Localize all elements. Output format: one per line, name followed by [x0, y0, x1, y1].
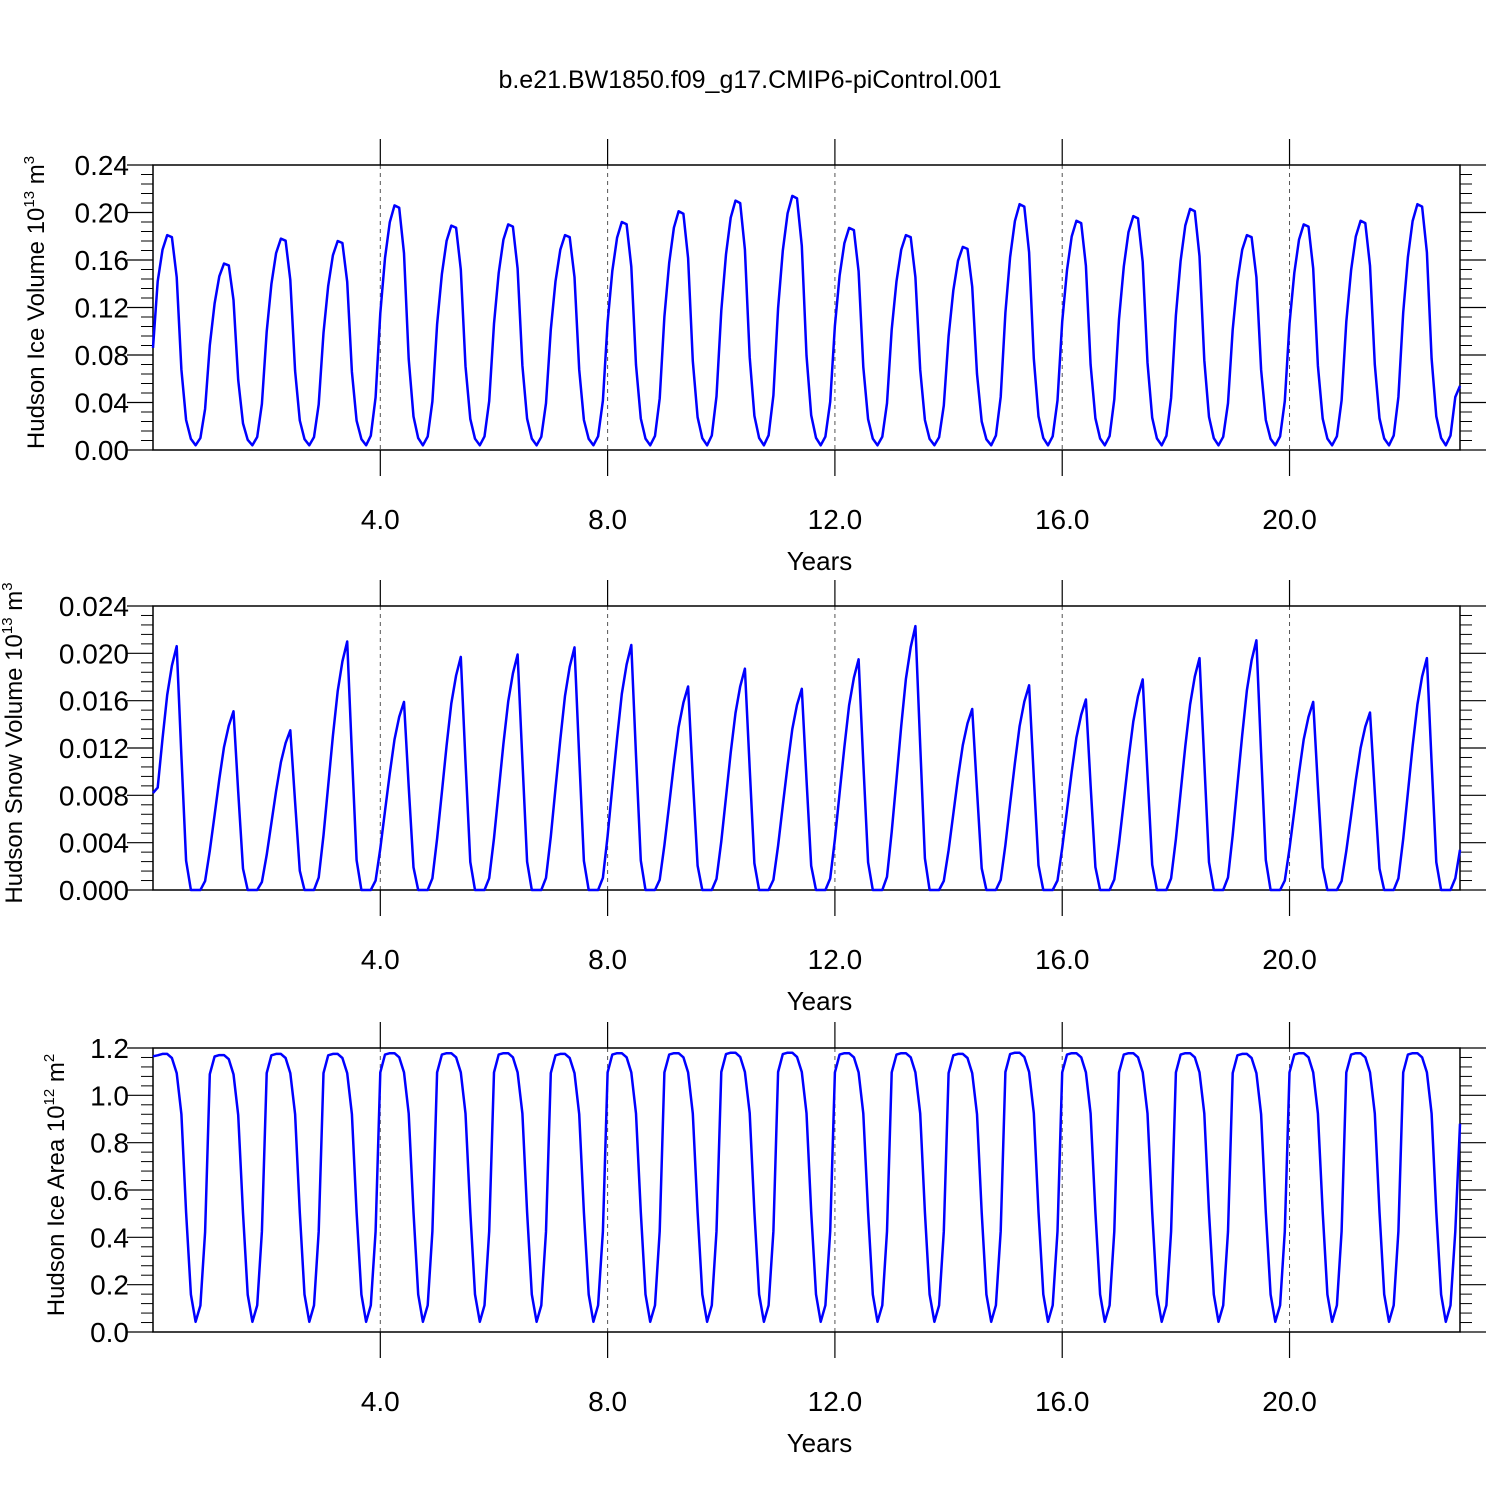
panel-2-frame: [152, 605, 1461, 891]
panel-3-xlabel: Years: [787, 1428, 853, 1458]
panel-1-xtick-label-2: 12.0: [808, 504, 863, 535]
panel-1-ytick-label-1: 0.04: [75, 388, 130, 419]
panel-1-ytick-label-6: 0.24: [75, 150, 130, 181]
panel-2-xtick-label-1: 8.0: [588, 944, 627, 975]
panel-2-ylabel: Hudson Snow Volume 1013 m3: [0, 582, 28, 903]
panel-2-xtick-label-0: 4.0: [361, 944, 400, 975]
panel-2-ytick-label-4: 0.016: [59, 686, 129, 717]
panel-1-ytick-label-5: 0.20: [75, 198, 130, 229]
panel-3-xtick-label-3: 16.0: [1035, 1386, 1090, 1417]
panel-1-ytick-label-2: 0.08: [75, 340, 130, 371]
panel-1-xlabel: Years: [787, 546, 853, 576]
panel-2-xtick-label-4: 20.0: [1262, 944, 1317, 975]
panel-3-ytick-label-2: 0.4: [90, 1222, 129, 1253]
panel-2-ytick-label-0: 0.000: [59, 875, 129, 906]
panel-1-ytick-label-0: 0.00: [75, 435, 130, 466]
panel-2-ytick-label-2: 0.008: [59, 780, 129, 811]
panel-3-ytick-label-4: 0.8: [90, 1128, 129, 1159]
panel-1-xtick-label-1: 8.0: [588, 504, 627, 535]
panel-2-ytick-label-5: 0.020: [59, 638, 129, 669]
panel-3-ytick-label-3: 0.6: [90, 1175, 129, 1206]
panel-3-xtick-label-2: 12.0: [808, 1386, 863, 1417]
panel-3-xtick-label-1: 8.0: [588, 1386, 627, 1417]
panel-3-ytick-label-0: 0.0: [90, 1317, 129, 1348]
panel-2-ytick-label-3: 0.012: [59, 733, 129, 764]
panel-3-ylabel: Hudson Ice Area 1012 m2: [41, 1054, 70, 1317]
panel-3-xtick-label-4: 20.0: [1262, 1386, 1317, 1417]
panel-1-ytick-label-4: 0.16: [75, 245, 130, 276]
panel-2-xtick-label-3: 16.0: [1035, 944, 1090, 975]
panel-2-series-line: [152, 624, 1462, 892]
panel-2-xlabel: Years: [787, 986, 853, 1016]
chart-title: b.e21.BW1850.f09_g17.CMIP6-piControl.001: [498, 66, 1002, 94]
panel-3-series-line: [152, 1051, 1462, 1324]
panel-3-ytick-label-6: 1.2: [90, 1033, 129, 1064]
panel-1-xtick-label-4: 20.0: [1262, 504, 1317, 535]
panel-3-ytick-label-5: 1.0: [90, 1080, 129, 1111]
panel-2-ytick-label-1: 0.004: [59, 828, 129, 859]
panel-1-ytick-label-3: 0.12: [75, 293, 130, 324]
panel-1-xtick-label-0: 4.0: [361, 504, 400, 535]
panel-2-xtick-label-2: 12.0: [808, 944, 863, 975]
panel-2-ytick-label-6: 0.024: [59, 591, 129, 622]
panel-3-xtick-label-0: 4.0: [361, 1386, 400, 1417]
panel-1-series-line: [151, 194, 1462, 447]
panel-1-xtick-label-3: 16.0: [1035, 504, 1090, 535]
panel-1-ylabel: Hudson Ice Volume 1013 m3: [21, 156, 50, 449]
panel-3-ytick-label-1: 0.2: [90, 1270, 129, 1301]
